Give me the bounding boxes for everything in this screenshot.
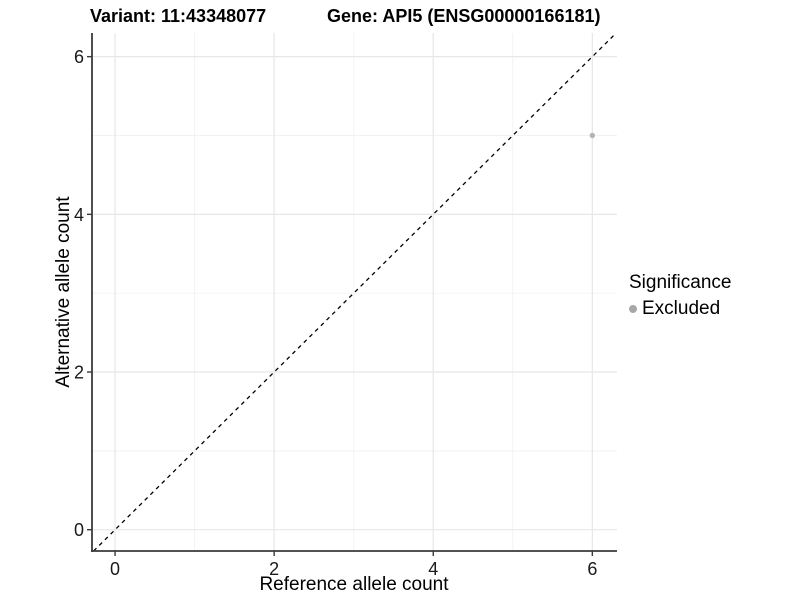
x-tick-label: 0	[110, 559, 120, 579]
plot-title-gene: Gene: API5 (ENSG00000166181)	[327, 6, 601, 26]
plot-title-variant: Variant: 11:43348077	[90, 6, 267, 26]
excluded-point-icon	[629, 304, 637, 313]
x-tick-label: 6	[587, 559, 597, 579]
legend-item-excluded: Excluded	[629, 298, 731, 320]
x-tick-label: 4	[428, 559, 438, 579]
y-tick-label: 6	[74, 47, 84, 67]
y-axis-title: Alternative allele count	[53, 196, 74, 388]
y-tick-label: 0	[74, 520, 84, 540]
legend-item-label: Excluded	[642, 297, 721, 319]
legend-title: Significance	[629, 272, 732, 293]
legend: Significance Excluded	[629, 272, 731, 320]
identity-line	[93, 32, 617, 552]
x-axis-title: Reference allele count	[259, 574, 449, 595]
y-tick-label: 2	[74, 363, 84, 383]
data-point-excluded	[589, 132, 596, 139]
y-tick-label: 4	[74, 205, 84, 225]
x-tick-label: 2	[269, 559, 279, 579]
